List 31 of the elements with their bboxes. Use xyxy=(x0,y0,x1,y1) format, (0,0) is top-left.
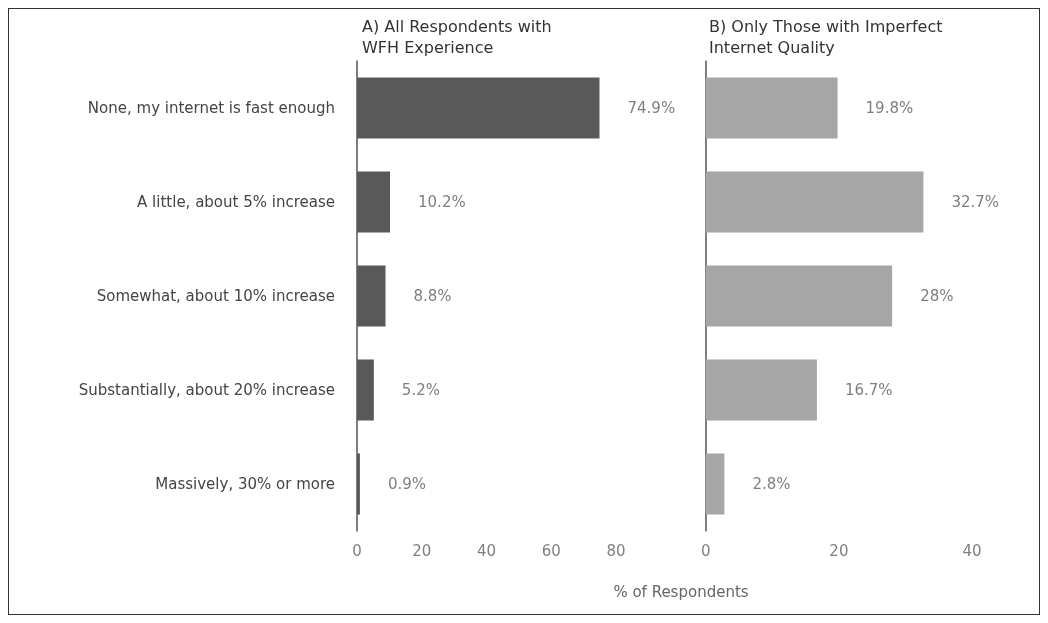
y-tick-label: Substantially, about 20% increase xyxy=(78,381,335,399)
x-tick-label: 40 xyxy=(476,541,497,560)
chart-title: A) All Respondents with WFH Experience xyxy=(362,17,552,57)
data-label: 5.2% xyxy=(401,381,440,399)
x-tick-label: 80 xyxy=(606,541,626,560)
y-tick-label: Somewhat, about 10% increase xyxy=(96,287,335,305)
bar xyxy=(705,359,817,421)
data-label: 28% xyxy=(920,287,954,305)
x-tick-label: 0 xyxy=(701,541,711,560)
x-tick-label: 20 xyxy=(829,541,849,560)
y-tick-label: Massively, 30% or more xyxy=(155,475,335,493)
bar xyxy=(705,171,924,233)
data-label: 16.7% xyxy=(844,381,893,399)
data-label: 32.7% xyxy=(951,193,1000,211)
y-tick-label: None, my internet is fast enough xyxy=(87,99,335,117)
x-tick-label: 20 xyxy=(412,541,432,560)
data-label: 8.8% xyxy=(413,287,452,305)
y-tick-label: A little, about 5% increase xyxy=(137,193,335,211)
chart-title: B) Only Those with Imperfect Internet Quality xyxy=(709,17,943,57)
x-tick-label: 0 xyxy=(352,541,362,560)
x-tick-label: 40 xyxy=(962,541,982,560)
bar xyxy=(705,265,893,327)
data-label: 10.2% xyxy=(418,193,466,211)
data-label: 74.9% xyxy=(627,99,676,117)
data-label: 2.8% xyxy=(752,475,791,493)
bar xyxy=(705,77,838,139)
data-label: 19.8% xyxy=(865,99,914,117)
x-tick-label: 60 xyxy=(541,541,561,560)
x-axis-title: % of Respondents xyxy=(612,583,750,601)
data-label: 0.9% xyxy=(387,475,427,493)
bar xyxy=(705,453,725,515)
